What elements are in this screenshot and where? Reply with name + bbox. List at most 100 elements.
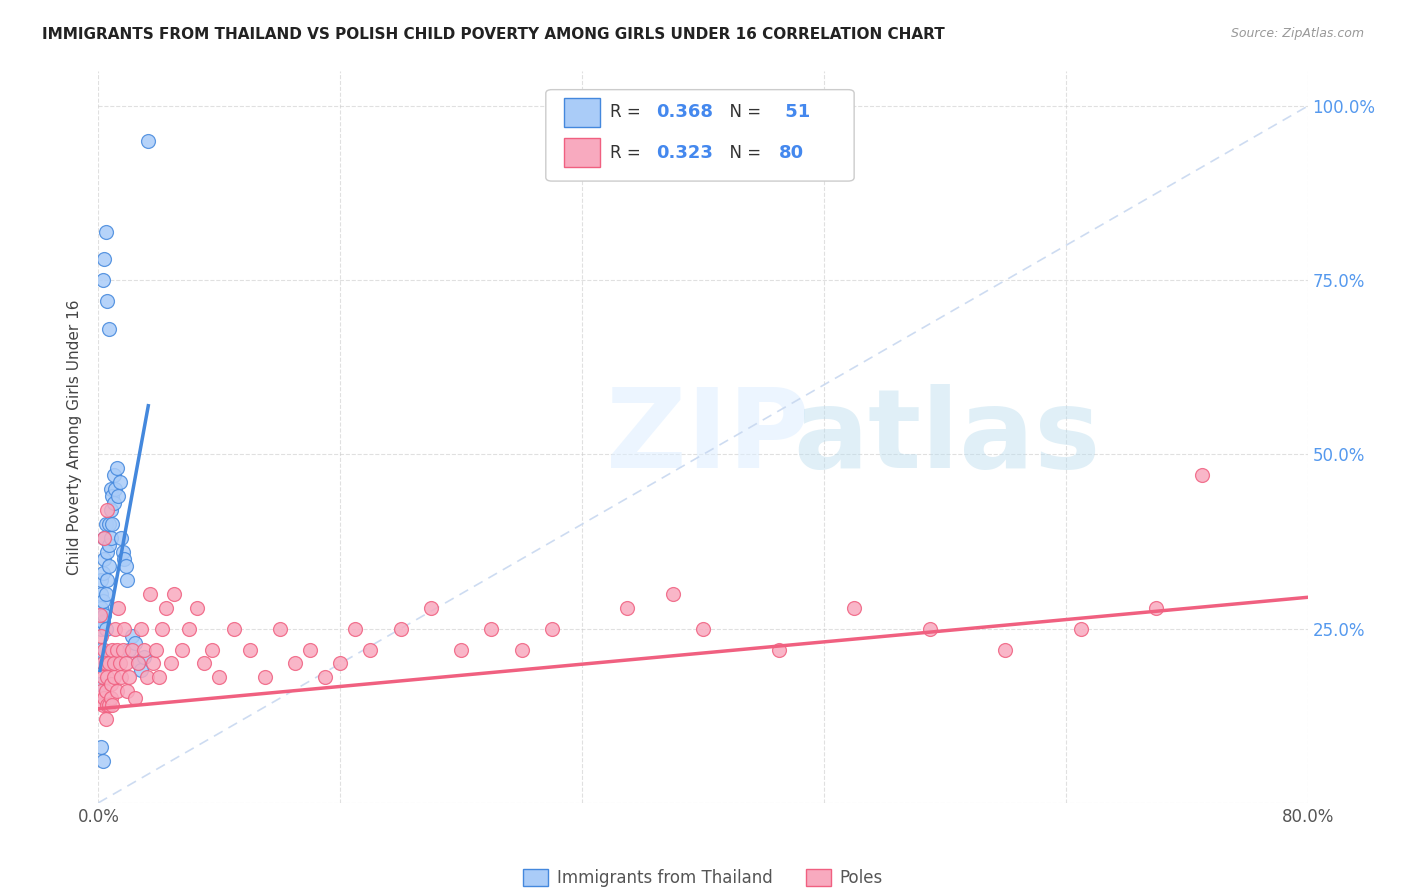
Point — [132, 642, 155, 657]
Point — [98, 558, 121, 573]
Point — [692, 622, 714, 636]
Bar — [564, 138, 600, 168]
Point — [124, 691, 146, 706]
Point — [224, 622, 246, 636]
Point — [96, 573, 118, 587]
Text: N =: N = — [718, 103, 766, 121]
Point — [115, 684, 138, 698]
Point — [94, 657, 117, 671]
Point — [101, 517, 124, 532]
Point — [90, 573, 112, 587]
Point — [118, 670, 141, 684]
Point — [93, 531, 115, 545]
Point — [91, 594, 114, 608]
Point — [105, 461, 128, 475]
Text: 51: 51 — [779, 103, 810, 121]
Point — [90, 740, 112, 755]
Point — [108, 657, 131, 671]
Text: N =: N = — [718, 144, 766, 161]
Point — [111, 642, 134, 657]
Point — [100, 483, 122, 497]
Point — [661, 587, 683, 601]
Point — [91, 615, 114, 629]
Point — [93, 552, 115, 566]
Point — [98, 517, 121, 532]
Point — [1191, 468, 1213, 483]
Point — [170, 642, 193, 657]
Point — [91, 670, 114, 684]
Point — [90, 600, 112, 615]
Point — [121, 642, 143, 657]
Text: 80: 80 — [779, 144, 804, 161]
Point — [93, 531, 115, 545]
Point — [98, 538, 121, 552]
Point — [103, 468, 125, 483]
Point — [105, 642, 128, 657]
Point — [101, 642, 124, 657]
Point — [108, 475, 131, 490]
Point — [118, 642, 141, 657]
Text: atlas: atlas — [793, 384, 1101, 491]
Point — [111, 545, 134, 559]
Point — [96, 698, 118, 713]
Point — [93, 607, 115, 622]
Text: R =: R = — [610, 144, 645, 161]
Point — [103, 670, 125, 684]
Point — [91, 754, 114, 768]
Point — [100, 677, 122, 691]
Point — [91, 657, 114, 671]
FancyBboxPatch shape — [546, 90, 855, 181]
Point — [299, 642, 322, 657]
Point — [100, 531, 122, 545]
Point — [344, 622, 367, 636]
Point — [114, 558, 136, 573]
Point — [360, 642, 382, 657]
Point — [100, 691, 122, 706]
Point — [994, 642, 1017, 657]
Point — [89, 607, 111, 622]
Point — [239, 642, 262, 657]
Point — [329, 657, 352, 671]
Point — [129, 664, 152, 678]
Point — [103, 657, 125, 671]
Point — [114, 657, 136, 671]
Point — [616, 600, 638, 615]
Point — [91, 566, 114, 580]
Point — [186, 600, 208, 615]
Point — [104, 622, 127, 636]
Point — [90, 622, 112, 636]
Point — [94, 684, 117, 698]
Point — [94, 622, 117, 636]
Point — [121, 629, 143, 643]
Point — [89, 677, 111, 691]
Point — [93, 691, 115, 706]
Point — [110, 531, 132, 545]
Point — [112, 622, 135, 636]
Point — [179, 622, 201, 636]
Point — [314, 670, 336, 684]
Point — [918, 622, 941, 636]
Point — [155, 600, 177, 615]
Point — [127, 657, 149, 671]
Point — [96, 670, 118, 684]
Bar — [564, 98, 600, 127]
Point — [91, 657, 114, 671]
Point — [136, 134, 159, 148]
Point — [98, 698, 121, 713]
Point — [96, 545, 118, 559]
Point — [96, 503, 118, 517]
Point — [98, 657, 121, 671]
Point — [91, 273, 114, 287]
Point — [1144, 600, 1167, 615]
Point — [142, 657, 165, 671]
Text: 0.323: 0.323 — [655, 144, 713, 161]
Point — [89, 642, 111, 657]
Point — [208, 670, 231, 684]
Point — [93, 642, 115, 657]
Point — [101, 698, 124, 713]
Point — [193, 657, 215, 671]
Point — [105, 684, 128, 698]
Point — [1070, 622, 1092, 636]
Text: Source: ZipAtlas.com: Source: ZipAtlas.com — [1230, 27, 1364, 40]
Point — [269, 622, 291, 636]
